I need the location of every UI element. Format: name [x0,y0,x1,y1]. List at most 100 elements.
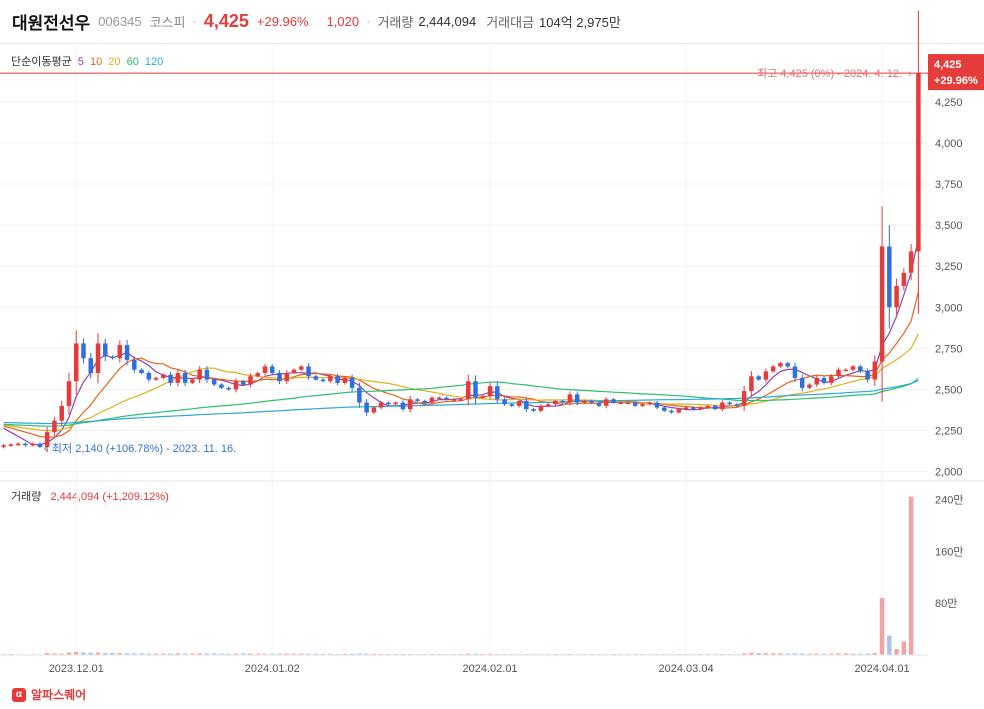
volume-legend-label: 거래량 [11,491,42,503]
candle-body [879,246,885,362]
volume-bar [226,653,231,655]
candle-body [698,407,703,410]
volume-bar [139,653,144,655]
volume-bar [81,652,86,655]
candle-body [175,373,181,383]
candle-body [436,397,442,400]
candle-body [371,407,377,413]
candle-body [103,343,108,357]
date-tick-label: 2024.04.01 [855,663,910,675]
volume-bar [255,653,260,655]
candle-body [829,376,834,383]
candle-body [531,409,536,411]
candle-body [161,374,166,378]
candle-body [52,420,57,433]
volume-bar [908,496,914,655]
candle-body [632,402,638,406]
candle-body [618,402,623,405]
current-price-marker-rate: +29.96% [934,75,978,87]
brand-name: 알파스퀘어 [31,688,87,702]
volume-bar [211,653,217,655]
volume-bar [879,597,885,655]
stock-header: 대원전선우 006345 코스피 · 4,425 +29.96% 1,020 ·… [0,0,984,44]
volume-tick-label: 240만 [935,493,963,506]
ma-60-line [3,377,919,427]
candle-body [386,402,391,405]
volume-bar [865,653,870,655]
candle-body [153,377,159,380]
volume-legend-value: 2,444,094 (+1,209.12%) [50,491,169,503]
volume-bar [52,653,57,655]
candle-body [538,405,544,411]
candle-body [821,377,827,383]
volume-bar [814,653,819,655]
volume-bar [299,653,304,655]
candle-body [197,369,202,380]
candle-body [799,377,805,388]
candle-body [81,343,86,359]
candle-body [269,366,275,374]
candle-body [792,366,798,378]
volume-bar [894,649,899,655]
volume-bar [770,653,776,655]
volume-bar [204,653,210,655]
candle-body [516,400,522,406]
candle-body [240,381,246,385]
candle-body [132,359,137,370]
candle-body [1,445,6,447]
candle-body [603,399,609,406]
candle-body [850,366,856,370]
volume-bar [190,653,195,655]
candle-body [640,404,645,406]
candle-body [415,399,420,401]
candle-body [117,345,123,359]
volume-bar [335,653,340,655]
candle-body [894,285,899,308]
volume-bar [342,653,348,655]
candle-body [705,405,711,408]
brand-footer[interactable]: α 알파스퀘어 [12,686,86,703]
price-tick-label: 2,750 [935,343,963,355]
date-tick-label: 2024.02.01 [463,663,518,675]
candle-body [168,374,173,383]
candle-body [727,402,732,405]
chevron-right-icon: › [908,68,912,80]
ma-legend[interactable]: 단순이동평균 5 10 20 60 120 [11,53,166,69]
current-price-marker-price: 4,425 [934,59,962,71]
candle-body [712,405,718,410]
candle-body [124,345,130,360]
candle-body [495,386,500,400]
candle-body [676,409,682,413]
candle-body [110,356,115,359]
candle-body [23,443,28,446]
volume-bar [328,653,333,655]
volume-bar [357,653,362,655]
volume-bar [132,653,137,655]
ma-10-label: 10 [89,56,103,68]
high-annotation: 최고 4,425 (0%) - 2024. 4. 12. [757,67,902,80]
candle-body [8,444,14,446]
candle-body [567,394,573,403]
volume-bar [66,652,72,655]
volume-bar [262,653,268,655]
candle-body [182,373,188,383]
candle-body [741,391,747,406]
candle-body [916,73,921,252]
candle-body [226,387,231,390]
volume-bar [466,653,471,655]
volume-bar [153,653,159,655]
candle-body [807,384,812,388]
volume-bar [306,653,311,655]
candle-body [88,358,93,374]
candle-body [248,376,253,385]
candle-body [299,366,304,370]
candle-body [59,405,64,421]
chevron-left-icon: ‹ [44,443,48,455]
candle-body [357,387,362,403]
candle-body [647,402,653,405]
volume-value: 2,444,094 [418,14,477,29]
candle-body [596,402,602,406]
volume-legend[interactable]: 거래량 2,444,094 (+1,209.12%) [11,488,169,504]
candle-body [654,402,660,408]
